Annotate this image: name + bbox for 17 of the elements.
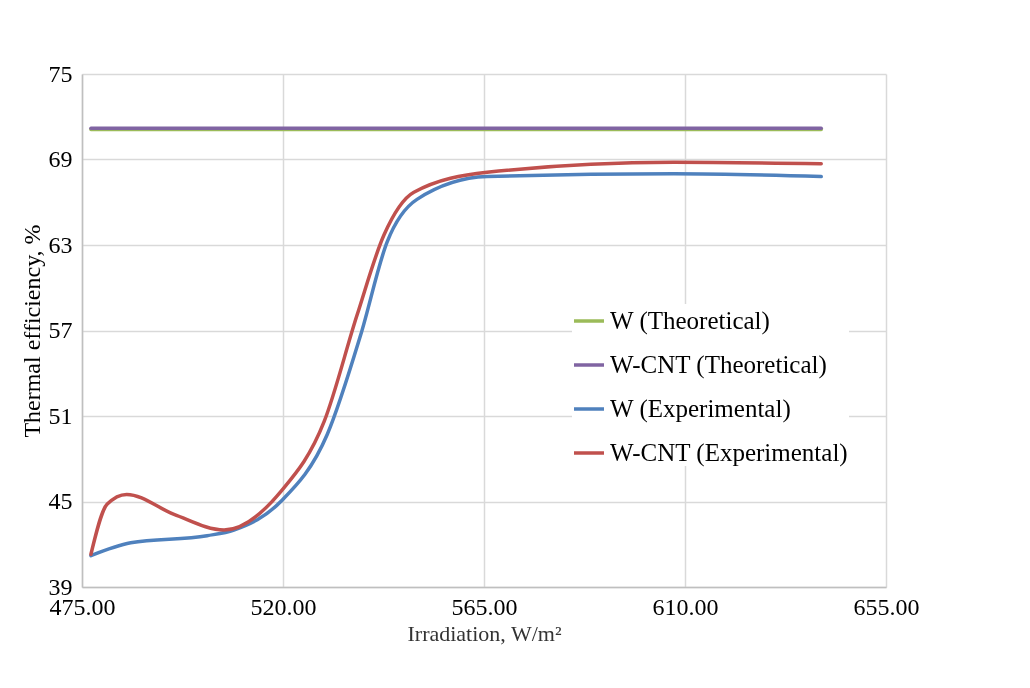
y-tick-label: 39 <box>48 573 73 600</box>
legend-label: W-CNT (Experimental) <box>610 439 848 467</box>
y-axis-title: Thermal efficiency, % <box>18 224 45 438</box>
y-tick-label: 69 <box>48 146 73 172</box>
legend-label: W (Theoretical) <box>610 307 770 335</box>
y-tick-label: 63 <box>48 231 73 258</box>
y-tick-label: 75 <box>48 60 73 87</box>
legend-label: W-CNT (Theoretical) <box>610 351 827 379</box>
y-tick-label: 45 <box>48 488 73 514</box>
y-tick-label: 51 <box>48 402 73 429</box>
legend-label: W (Experimental) <box>610 395 791 423</box>
x-tick-label: 655.00 <box>853 593 920 620</box>
x-axis-title: Irradiation, W/m² <box>407 620 562 646</box>
x-tick-label: 610.00 <box>652 593 719 620</box>
y-tick-label: 57 <box>48 317 73 343</box>
x-tick-label: 565.00 <box>451 593 518 620</box>
x-tick-label: 520.00 <box>250 593 317 620</box>
